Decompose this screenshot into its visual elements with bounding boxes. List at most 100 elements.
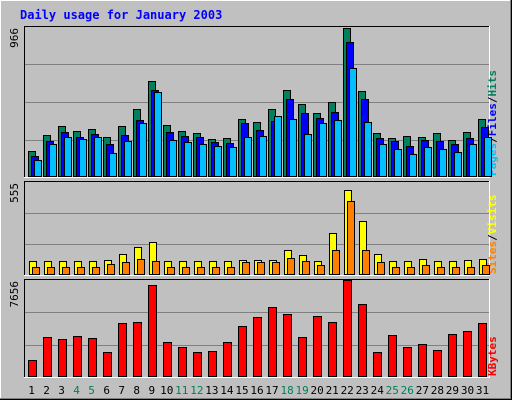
bar-pages-day-2 [49, 144, 57, 177]
bar-pages-day-1 [34, 160, 42, 177]
day-label: 15 [235, 384, 248, 397]
day-label: 10 [160, 384, 173, 397]
bar-kbytes-day-22 [343, 280, 352, 377]
bar-sites-day-24 [377, 262, 385, 275]
bar-pages-day-31 [484, 137, 492, 177]
bar-pages-day-25 [394, 149, 402, 177]
day-label: 24 [371, 384, 385, 397]
day-label: 23 [356, 384, 369, 397]
bar-kbytes-day-19 [298, 337, 307, 377]
bar-kbytes-day-11 [178, 347, 187, 377]
bar-sites-day-20 [317, 265, 325, 275]
bar-kbytes-day-1 [28, 360, 37, 377]
bar-sites-day-28 [437, 267, 445, 275]
bar-sites-day-11 [182, 267, 190, 275]
bar-kbytes-day-10 [163, 342, 172, 377]
bar-kbytes-day-3 [58, 339, 67, 377]
day-label: 17 [265, 384, 278, 397]
bar-sites-day-9 [152, 261, 160, 275]
bar-sites-day-29 [452, 267, 460, 275]
legend-files: Files [486, 103, 499, 136]
legend-separator: / [486, 96, 499, 103]
bar-pages-day-27 [424, 147, 432, 177]
bar-pages-day-12 [199, 144, 207, 177]
bar-sites-day-6 [107, 264, 115, 275]
bar-pages-day-26 [409, 154, 417, 177]
bar-pages-day-15 [244, 137, 252, 177]
day-label: 21 [326, 384, 339, 397]
bar-kbytes-day-24 [373, 352, 382, 377]
bar-pages-day-30 [469, 144, 477, 177]
legend-kbytes: KBytes [486, 336, 499, 376]
bar-kbytes-day-9 [148, 285, 157, 377]
day-label: 26 [401, 384, 414, 397]
chart-title: Daily usage for January 2003 [20, 8, 222, 22]
bar-sites-day-1 [32, 267, 40, 275]
bar-sites-day-17 [272, 262, 280, 275]
bar-sites-day-25 [392, 267, 400, 275]
day-label: 13 [205, 384, 218, 397]
bar-sites-day-5 [92, 267, 100, 275]
day-label: 25 [386, 384, 399, 397]
bar-kbytes-day-28 [433, 350, 442, 377]
bar-kbytes-day-8 [133, 322, 142, 377]
day-label: 14 [220, 384, 234, 397]
bar-kbytes-day-25 [388, 335, 397, 377]
day-label: 12 [190, 384, 203, 397]
bar-kbytes-day-18 [283, 314, 292, 377]
day-label: 18 [280, 384, 293, 397]
bar-pages-day-10 [169, 140, 177, 177]
legend-hits: Hits [486, 70, 499, 97]
bar-kbytes-day-7 [118, 323, 127, 377]
day-label: 29 [446, 384, 459, 397]
bar-sites-day-22 [347, 201, 355, 275]
bar-kbytes-day-29 [448, 334, 457, 377]
bar-pages-day-9 [154, 92, 162, 177]
bar-sites-day-31 [482, 265, 490, 275]
bar-pages-day-11 [184, 142, 192, 177]
day-label: 20 [310, 384, 323, 397]
bar-sites-day-23 [362, 250, 370, 275]
day-label: 4 [73, 384, 80, 397]
bar-sites-day-12 [197, 267, 205, 275]
day-label: 28 [431, 384, 444, 397]
bar-kbytes-day-31 [478, 323, 487, 377]
bar-sites-day-26 [407, 267, 415, 275]
bar-sites-day-7 [122, 262, 130, 275]
bar-kbytes-day-13 [208, 351, 217, 377]
bar-kbytes-day-14 [223, 342, 232, 377]
day-label: 2 [43, 384, 50, 397]
bar-kbytes-day-16 [253, 317, 262, 377]
bar-pages-day-29 [454, 152, 462, 177]
bar-pages-day-20 [319, 123, 327, 177]
bar-kbytes-day-2 [43, 337, 52, 377]
legend-separator: / [486, 136, 499, 143]
bar-sites-day-15 [242, 262, 250, 275]
legend: Sites/Visits [486, 195, 499, 275]
day-label: 3 [58, 384, 65, 397]
ymax-label: 555 [8, 183, 21, 203]
bar-sites-day-8 [137, 259, 145, 275]
legend-separator: / [486, 234, 499, 241]
day-label: 30 [461, 384, 474, 397]
bar-kbytes-day-12 [193, 352, 202, 377]
bar-kbytes-day-21 [328, 322, 337, 377]
bar-kbytes-day-15 [238, 326, 247, 377]
bar-pages-day-6 [109, 153, 117, 177]
legend: KBytes [486, 336, 499, 376]
bar-kbytes-day-20 [313, 316, 322, 377]
bar-kbytes-day-6 [103, 352, 112, 377]
bar-sites-day-10 [167, 267, 175, 275]
bar-pages-day-24 [379, 144, 387, 177]
bar-kbytes-day-26 [403, 347, 412, 377]
bar-pages-day-19 [304, 134, 312, 177]
bar-pages-day-14 [229, 147, 237, 177]
bar-kbytes-day-27 [418, 344, 427, 377]
bar-pages-day-16 [259, 136, 267, 177]
day-label: 9 [148, 384, 155, 397]
bar-sites-day-14 [227, 267, 235, 275]
bar-sites-day-13 [212, 267, 220, 275]
bar-pages-day-22 [349, 68, 357, 177]
bar-sites-day-4 [77, 267, 85, 275]
